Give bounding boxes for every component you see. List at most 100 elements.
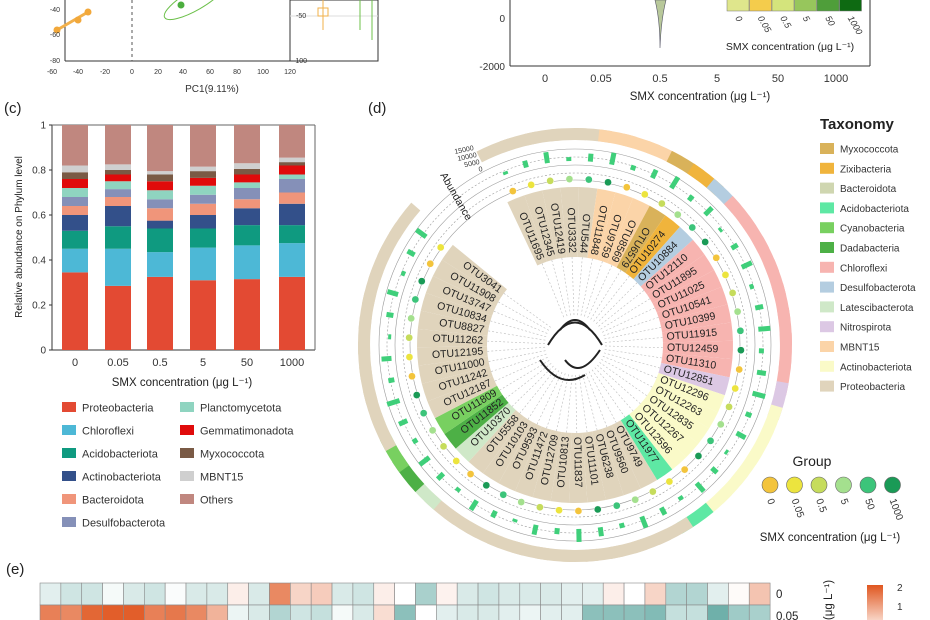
group-swatch bbox=[810, 476, 828, 494]
bar-segment-desulfobacterota bbox=[234, 188, 260, 200]
x-tick: -20 bbox=[100, 69, 110, 76]
legend-label: 0 bbox=[733, 14, 744, 23]
heatmap-cell bbox=[185, 604, 208, 620]
abundance-bar bbox=[522, 160, 529, 169]
taxonomy-swatch bbox=[820, 261, 834, 273]
heatmap-cell bbox=[644, 582, 667, 606]
bar-y-label: Relative abundance on Phylum level bbox=[14, 156, 25, 318]
heatmap-cell bbox=[290, 582, 312, 606]
group-dot bbox=[725, 403, 733, 411]
tree-leader-line bbox=[599, 362, 648, 397]
heatmap-cell bbox=[373, 582, 395, 606]
green-ellipse bbox=[163, 0, 227, 21]
tree-branch bbox=[547, 321, 603, 346]
legend-swatch bbox=[180, 494, 194, 504]
abundance-bar bbox=[717, 226, 724, 233]
taxonomy-label: Nitrospirota bbox=[840, 323, 892, 334]
tree-leader-line bbox=[541, 263, 565, 318]
y-tick: 0 bbox=[499, 14, 505, 25]
violin-shape bbox=[654, 0, 667, 49]
heatmap-cell bbox=[227, 604, 249, 620]
abundance-tick: 5000 bbox=[464, 159, 481, 169]
taxonomy-label: Cyanobacteria bbox=[840, 224, 905, 235]
abundance-bar bbox=[629, 164, 637, 171]
otu-sector-proteobacteria bbox=[468, 410, 524, 474]
x-tick: 0.05 bbox=[590, 73, 611, 85]
taxonomy-swatch bbox=[820, 281, 834, 293]
group-legend-axis-title: SMX concentration (μg L⁻¹) bbox=[760, 532, 901, 544]
violin-x-ticks: 0 0.05 0.5 5 50 1000 bbox=[542, 73, 848, 85]
group-dot bbox=[508, 187, 517, 195]
abundance-bar bbox=[587, 153, 594, 162]
abundance-bar bbox=[694, 481, 706, 494]
bar-x-label: SMX concentration (μg L⁻¹) bbox=[112, 377, 253, 389]
bar-segment-planctomycetota bbox=[147, 190, 173, 200]
bar-segment-actinobacteriota bbox=[105, 206, 131, 227]
group-dot bbox=[736, 326, 745, 335]
abundance-bar bbox=[502, 170, 509, 176]
abundance-bar bbox=[454, 486, 462, 493]
otu-sector-proteobacteria bbox=[569, 432, 588, 504]
abundance-bar bbox=[686, 194, 695, 203]
pca-point bbox=[53, 26, 61, 34]
legend-swatch bbox=[180, 425, 194, 435]
heatmap-cell bbox=[623, 582, 646, 606]
x-tick: 40 bbox=[179, 69, 187, 76]
panel-a-pca: PC1(9.11%) -50 -100 -60 -40 -20 0 20 40 60 80 10… bbox=[47, 0, 379, 95]
tree-leader-line bbox=[546, 373, 566, 429]
group-dot bbox=[527, 181, 536, 189]
heatmap-cell bbox=[60, 604, 83, 620]
abundance-bar bbox=[677, 494, 684, 502]
group-dot bbox=[405, 333, 414, 342]
group-dot bbox=[665, 477, 674, 486]
abundance-bar bbox=[703, 205, 714, 217]
tree-leader-line bbox=[590, 269, 622, 320]
group-swatch bbox=[835, 476, 852, 494]
otu-sector-actinobacteriota bbox=[649, 382, 718, 429]
otu-sector-proteobacteria bbox=[602, 425, 641, 496]
taxonomy-label: Actinobacteriota bbox=[840, 362, 912, 373]
heatmap-cell bbox=[60, 582, 83, 606]
legend-swatch bbox=[180, 448, 194, 458]
group-dot bbox=[688, 223, 697, 232]
heatmap-cell bbox=[665, 604, 687, 620]
otu-sector-mbnt15 bbox=[597, 192, 633, 264]
group-swatch bbox=[859, 476, 877, 494]
abundance-tick: 15000 bbox=[454, 145, 475, 156]
abundance-bar bbox=[400, 270, 407, 277]
group-dot bbox=[555, 506, 563, 515]
heatmap-cell bbox=[519, 604, 541, 620]
bar-segment-myxococcota bbox=[105, 170, 131, 175]
heatmap-cell bbox=[582, 604, 604, 620]
group-legend-title: Group bbox=[793, 453, 832, 469]
otu-sector-proteobacteria bbox=[420, 292, 492, 326]
group-dot bbox=[622, 183, 631, 192]
bar-segment-gemmatimonadota bbox=[234, 174, 260, 183]
bar-segment-desulfobacterota bbox=[105, 189, 131, 197]
taxonomy-swatch bbox=[820, 143, 834, 154]
heatmap-cell bbox=[144, 604, 166, 620]
group-legend: 0 0.05 0.5 5 50 1000 bbox=[761, 476, 905, 522]
legend-swatch bbox=[62, 471, 76, 481]
otu-sector-proteobacteria bbox=[417, 310, 490, 336]
abundance-bar bbox=[730, 242, 739, 251]
taxonomy-label: Proteobacteria bbox=[840, 382, 905, 393]
otu-sector-proteobacteria bbox=[432, 259, 501, 307]
tree-leader-line bbox=[511, 365, 554, 407]
bar-segment-mbnt15 bbox=[234, 163, 260, 169]
abundance-bar bbox=[735, 430, 747, 440]
heatmap-cell bbox=[519, 582, 541, 606]
x-tick: 5 bbox=[714, 73, 720, 85]
legend-swatch bbox=[726, 0, 750, 12]
tree-leader-line bbox=[488, 350, 546, 362]
heatmap-cell bbox=[394, 604, 416, 620]
heatmap-cell bbox=[477, 582, 500, 606]
taxonomy-label: Acidobacteriota bbox=[840, 204, 909, 215]
otu-sector-proteobacteria bbox=[507, 195, 547, 266]
tree-leader-line bbox=[604, 345, 663, 349]
abundance-bar bbox=[710, 466, 719, 475]
otu-sector-latescibacterota bbox=[455, 402, 516, 462]
pca-point bbox=[177, 1, 185, 9]
bar-segment-mbnt15 bbox=[190, 166, 216, 172]
otu-sector-dadabacteria bbox=[444, 394, 509, 449]
